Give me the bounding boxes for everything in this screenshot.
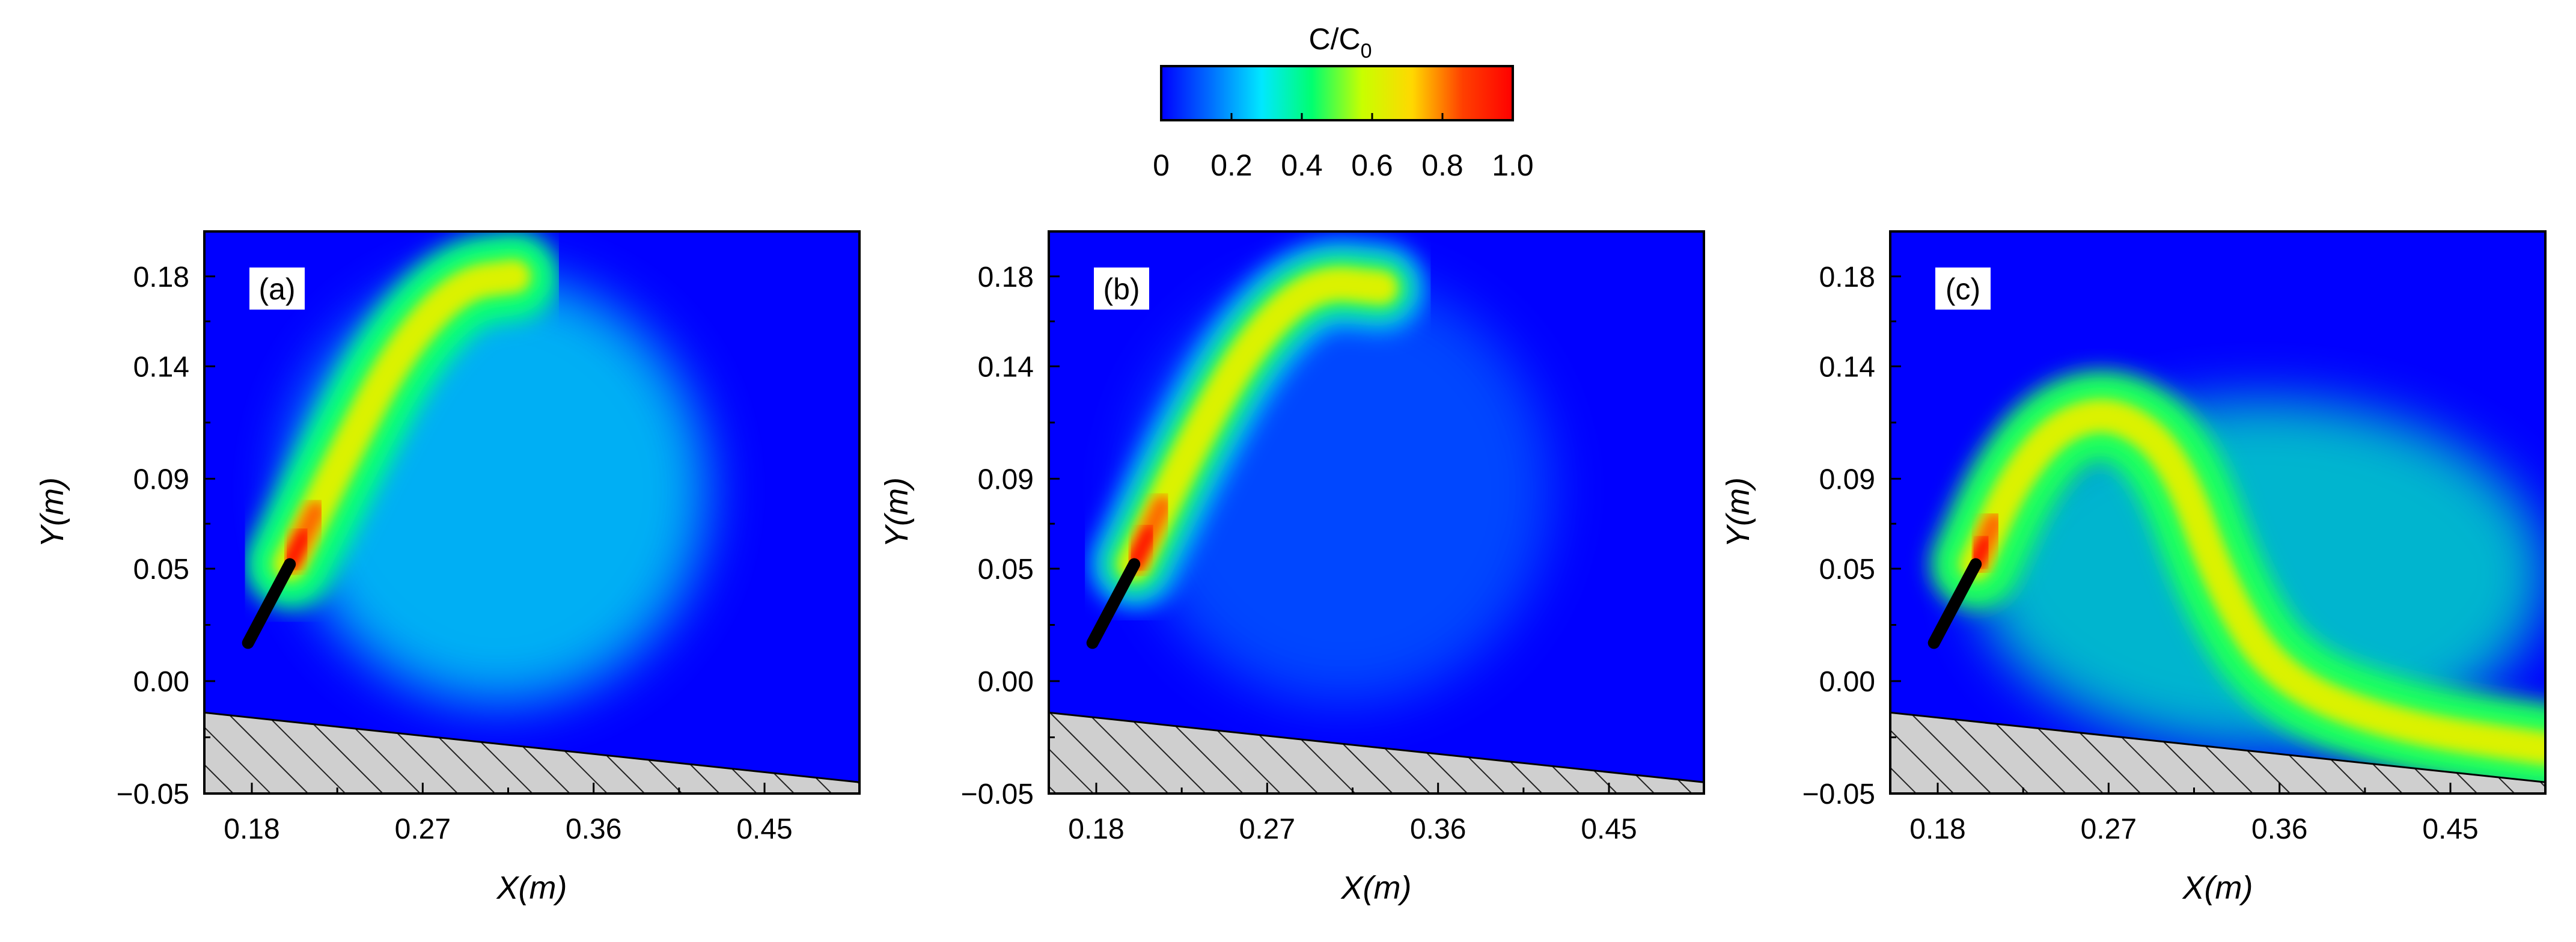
colorbar: C/C0 0 0.2 0.4 0.6 0.8 1.0 [1153, 22, 1534, 182]
x-tick-label: 0.27 [2081, 813, 2137, 845]
x-tick-label: 0.18 [224, 813, 279, 845]
y-tick-label: 0.14 [1819, 351, 1875, 383]
seabed-hatch [1890, 711, 2545, 794]
y-tick-label: 0.00 [133, 666, 189, 698]
y-tick-label: 0.18 [978, 261, 1034, 293]
x-tick-label: 0.36 [566, 813, 621, 845]
panel-c: 0.18 0.27 0.36 0.45 0.18 0.14 0.09 0.05 0.00 −0.0… [1720, 230, 2547, 906]
x-tick-label: 0.45 [736, 813, 792, 845]
x-axis-label: X(m) [496, 870, 567, 906]
x-tick-label: 0.45 [1581, 813, 1637, 845]
nozzle-pipe [242, 558, 296, 649]
y-tick-label: 0.05 [133, 554, 189, 586]
colorbar-tick-label: 0.8 [1421, 148, 1463, 182]
nozzle-pipe [1927, 558, 1982, 649]
y-tick-label: −0.05 [1802, 778, 1875, 810]
y-tick-label: 0.09 [1819, 463, 1875, 495]
plot-area [1049, 231, 1704, 794]
y-tick-label: 0.09 [978, 463, 1034, 495]
plot-area [204, 231, 859, 794]
panel-label-text: (b) [1103, 272, 1140, 306]
panel-label-text: (a) [258, 272, 295, 306]
y-tick-label: 0.18 [1819, 261, 1875, 293]
panel-label-box [1935, 268, 1991, 310]
y-tick-label: 0.09 [133, 463, 189, 495]
panel-label: (b) [1094, 268, 1149, 310]
colorbar-tick-label: 0.4 [1281, 148, 1323, 182]
x-tick-label: 0.45 [2422, 813, 2478, 845]
nozzle-pipe [1086, 558, 1141, 649]
panel-label-text: (c) [1946, 272, 1980, 306]
colorbar-title-sub: 0 [1361, 40, 1372, 63]
y-tick-label: 0.00 [978, 666, 1034, 698]
colorbar-title-main: C/C [1308, 22, 1360, 56]
colorbar-gradient [1160, 65, 1514, 121]
panel-label: (c) [1935, 268, 1991, 310]
panel-label-box [249, 268, 305, 310]
colorbar-tick-label: 1.0 [1492, 148, 1534, 182]
colorbar-ticks: 0 0.2 0.4 0.6 0.8 1.0 [1153, 113, 1534, 182]
y-tick-label: 0.05 [978, 554, 1034, 586]
panel-b: 0.18 0.27 0.36 0.45 0.18 0.14 0.09 0.05 0.00 −0.0… [879, 230, 1705, 906]
y-tick-label: 0.14 [133, 351, 189, 383]
x-tick-label: 0.27 [395, 813, 451, 845]
seabed-hatch [1049, 711, 1704, 794]
plot-frame [1889, 230, 2547, 795]
y-axis-label: Y(m) [1720, 477, 1756, 548]
y-tick-label: −0.05 [117, 778, 189, 810]
colorbar-title: C/C0 [1308, 22, 1372, 63]
panel-label: (a) [249, 268, 305, 310]
y-tick-label: −0.05 [961, 778, 1034, 810]
x-tick-label: 0.36 [1410, 813, 1466, 845]
colorbar-tick-label: 0.2 [1210, 148, 1253, 182]
x-tick-label: 0.36 [2251, 813, 2307, 845]
y-tick-label: 0.14 [978, 351, 1034, 383]
y-tick-label: 0.05 [1819, 554, 1875, 586]
x-tick-label: 0.18 [1909, 813, 1965, 845]
y-axis-label: Y(m) [879, 477, 915, 548]
panels: 0.18 0.27 0.36 0.45 0.18 0.14 0.09 0.05 0.00 −0.0… [34, 230, 2547, 906]
jet-layer [1959, 399, 2545, 765]
plot-frame [203, 230, 861, 795]
jet-core-red [1128, 525, 1156, 570]
plot-frame [1048, 230, 1705, 795]
x-axis-label: X(m) [2182, 870, 2253, 906]
colorbar-tick-label: 0 [1153, 148, 1170, 182]
seabed-hatch [204, 711, 859, 794]
x-axis-label: X(m) [1340, 870, 1412, 906]
x-tick-label: 0.18 [1068, 813, 1124, 845]
y-tick-label: 0.18 [133, 261, 189, 293]
x-tick-label: 0.27 [1239, 813, 1295, 845]
panel-a: 0.18 0.27 0.36 0.45 0.18 0.14 0.09 0.05 0.00 −0.0… [34, 230, 861, 906]
colorbar-tick-label: 0.6 [1351, 148, 1393, 182]
y-axis-label: Y(m) [34, 477, 70, 548]
y-tick-label: 0.00 [1819, 666, 1875, 698]
panel-label-box [1094, 268, 1149, 310]
plot-area [1890, 231, 2545, 794]
